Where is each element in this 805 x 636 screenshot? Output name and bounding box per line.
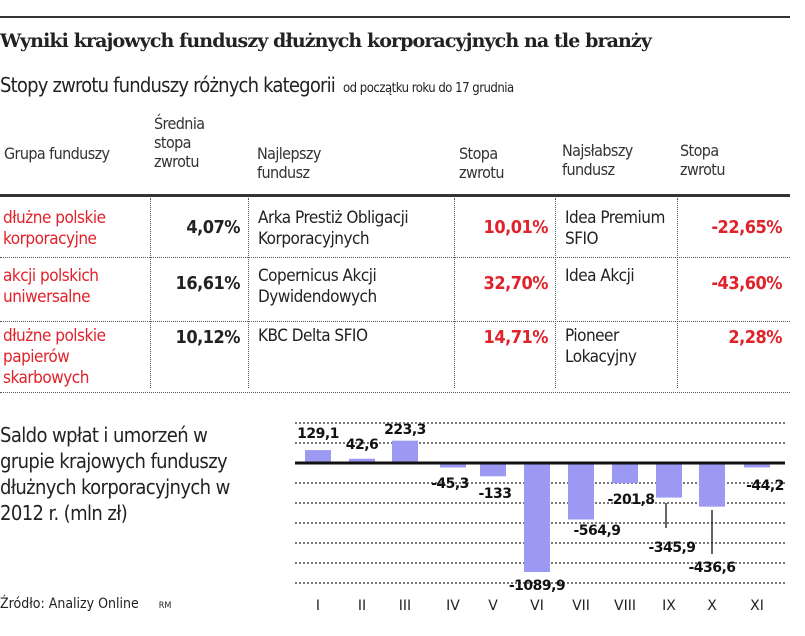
row-worst: Pioneer Lokacyjny [565,326,637,367]
row-best-rate: 10,01% [483,217,549,238]
row-worst-rate: -43,60% [711,273,782,294]
x-tick-label: XI [750,598,764,614]
row-avg: 16,61% [175,273,241,294]
bar-V [480,463,506,477]
x-tick-label: IV [446,598,460,614]
divider [454,198,455,388]
x-tick-label: I [316,598,320,614]
x-tick-label: II [358,598,366,614]
data-label: -44,2 [746,478,784,494]
data-label: 129,1 [297,426,339,442]
row-best: Arka Prestiż Obligacji Korporacyjnych [258,208,409,249]
header-worst-rate: Stopa zwrotu [680,141,725,179]
row-group: dłużne polskie korporacyjne [3,208,106,249]
x-tick-label: IX [662,598,676,614]
bar-VII [568,463,594,520]
row-best: KBC Delta SFIO [258,326,368,346]
header-rule [0,194,790,197]
row-divider [0,257,790,258]
bar-II [349,458,375,463]
row-group: dłużne polskie papierów skarbowych [3,326,106,388]
divider [150,198,151,388]
x-tick-label: VI [530,598,544,614]
row-avg: 4,07% [186,217,240,238]
subtitle: Stopy zwrotu funduszy różnych kategorii o… [0,73,514,97]
data-label: -1089,9 [509,578,565,594]
source-text: Źródło: Analizy Online [0,596,139,612]
x-tick-label: VIII [614,598,636,614]
header-group: Grupa funduszy [4,144,110,163]
chart-label: Saldo wpłat i umorzeń w grupie krajowych… [0,423,230,525]
divider [248,198,249,388]
bar-VIII [612,463,638,484]
row-divider [0,321,790,322]
row-worst-rate: 2,28% [728,327,782,348]
x-tick-label: III [399,598,411,614]
bar-VI [524,463,550,572]
row-avg: 10,12% [175,327,241,348]
row-worst: Idea Premium SFIO [565,208,665,249]
data-label: 42,6 [346,437,379,453]
row-divider [0,392,790,393]
bar-IX [656,463,682,498]
row-group: akcji polskich uniwersalne [3,266,99,307]
subtitle-text: Stopy zwrotu funduszy różnych kategorii [0,73,336,97]
data-label: -45,3 [431,476,469,492]
header-worst: Najsłabszy fundusz [562,141,633,179]
top-rule [0,16,790,18]
x-tick-label: V [488,598,498,614]
bar-XI [744,463,770,468]
x-tick-label: VII [572,598,590,614]
header-best: Najlepszy fundusz [257,144,321,182]
data-label: -345,9 [648,540,695,556]
data-label: -564,9 [573,523,620,539]
row-best: Copernicus Akcji Dywidendowych [258,266,377,307]
source: Źródło: Analizy Online RM [0,596,171,612]
data-label: -133 [478,486,511,502]
bar-IV [440,463,466,468]
header-best-rate: Stopa zwrotu [459,144,504,182]
row-worst: Idea Akcji [565,266,635,286]
bar-X [699,463,725,507]
data-label: -436,6 [688,560,735,576]
divider [555,198,556,388]
x-tick-label: X [707,598,717,614]
main-title: Wyniki krajowych funduszy dłużnych korpo… [0,30,652,52]
row-best-rate: 14,71% [483,327,549,348]
subtitle-note: od początku roku do 17 grudnia [343,81,514,96]
bar-III [392,440,418,463]
row-worst-rate: -22,65% [711,217,782,238]
author: RM [158,601,172,611]
data-label: 223,3 [384,422,426,438]
header-avg: Średnia stopa zwrotu [154,114,205,171]
bar-I [305,450,331,463]
data-label: -201,8 [607,492,654,508]
row-best-rate: 32,70% [483,273,549,294]
divider [677,198,678,388]
